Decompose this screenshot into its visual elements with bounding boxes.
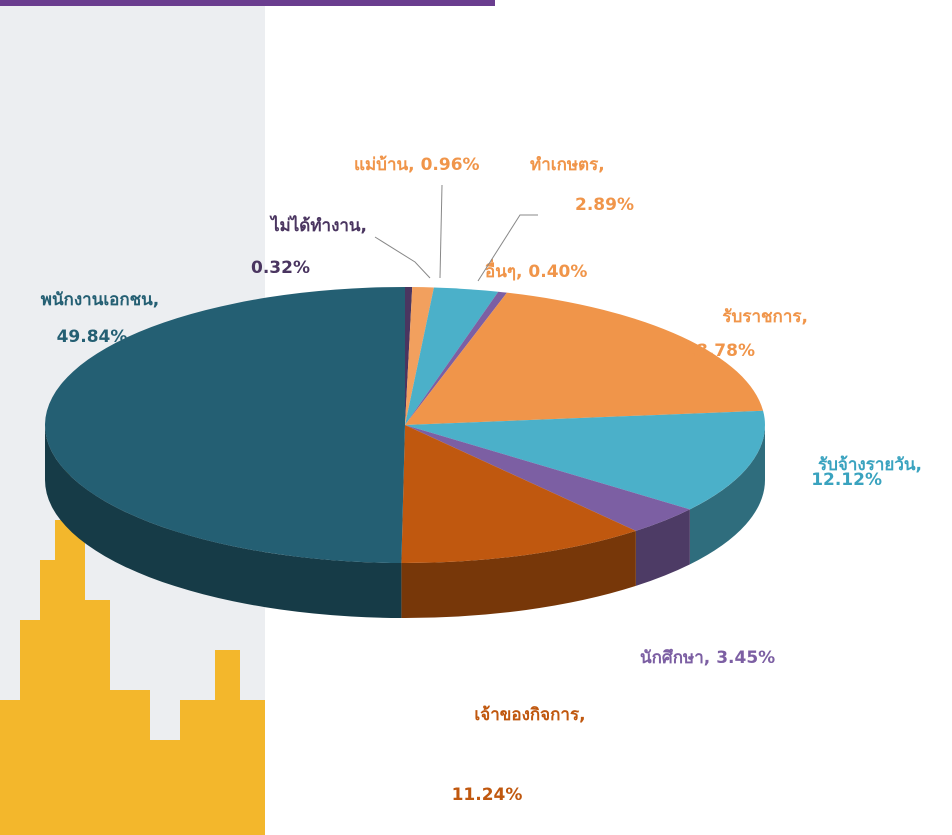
slice: [44, 287, 405, 563]
city-skyline: [0, 470, 265, 835]
pie: [44, 287, 765, 618]
slice: [405, 287, 499, 425]
slice-side: [45, 425, 402, 618]
slice: [405, 425, 690, 531]
category-label: ทำเกษตร,: [530, 155, 605, 175]
value-label: 12.12%: [811, 470, 882, 490]
labels: ไม่ได้ทำงาน, 0.32% แม่บ้าน, 0.96% ทำเกษตร, 2.…: [41, 155, 922, 805]
category-label: รับจ้างรายวัน,: [818, 455, 922, 475]
value-label: 0.40%: [528, 262, 587, 282]
value-label: 3.45%: [716, 648, 775, 668]
data-label: เจ้าของกิจการ,: [474, 705, 585, 725]
leader-line: [374, 236, 431, 279]
slice-side: [635, 509, 690, 586]
top-bar: [0, 0, 495, 6]
value-label: 18.78%: [684, 341, 755, 361]
slice: [405, 291, 507, 425]
category-label: อื่นๆ,: [485, 259, 522, 282]
value-label: 0.96%: [421, 155, 480, 175]
slice: [401, 425, 636, 563]
category-label: พนักงานเอกชน,: [41, 290, 160, 310]
slice-side: [689, 425, 765, 565]
leader-line: [477, 214, 538, 282]
data-label: พนักงานเอกชน,: [41, 290, 160, 310]
slice-side: [401, 530, 636, 618]
category-label: เจ้าของกิจการ,: [474, 705, 585, 725]
value-label: 49.84%: [57, 327, 128, 347]
slice: [405, 287, 413, 425]
leader-line: [439, 184, 443, 279]
data-label: แม่บ้าน, 0.96%: [354, 155, 480, 175]
data-label: รับราชการ,: [722, 307, 808, 327]
data-label: ไม่ได้ทำงาน,: [269, 215, 367, 236]
slice: [405, 292, 764, 425]
value-label: 0.32%: [251, 258, 310, 278]
category-label: แม่บ้าน,: [354, 155, 415, 175]
category-label: ไม่ได้ทำงาน,: [269, 215, 367, 236]
value-label: 2.89%: [575, 195, 634, 215]
data-label: รับจ้างรายวัน,: [818, 455, 922, 475]
data-label: อื่นๆ, 0.40%: [485, 259, 587, 282]
data-label: นักศึกษา, 3.45%: [640, 648, 775, 668]
data-label: ทำเกษตร,: [530, 155, 605, 175]
category-label: นักศึกษา,: [640, 648, 710, 668]
slice: [405, 287, 434, 425]
value-label: 11.24%: [452, 785, 523, 805]
category-label: รับราชการ,: [722, 307, 808, 327]
slice: [405, 410, 765, 510]
